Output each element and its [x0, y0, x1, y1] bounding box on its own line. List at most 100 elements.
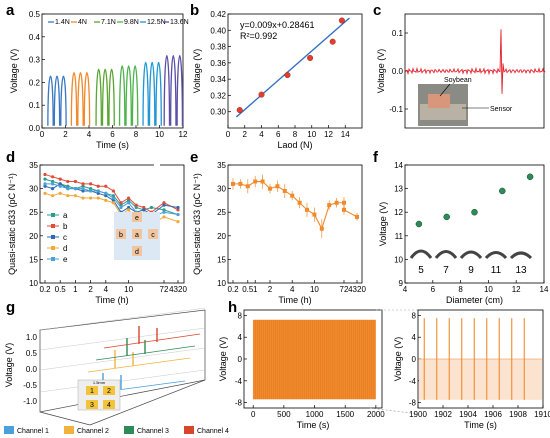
series-marker-b	[104, 184, 108, 188]
y-tick-label: 0.2	[29, 78, 41, 87]
legend-label: 9.8N	[124, 19, 139, 26]
channel-baseline	[103, 333, 201, 349]
series-marker-b	[81, 182, 85, 186]
x-tick-label: 2	[88, 285, 93, 294]
series-marker-d	[162, 215, 166, 219]
inset-scale-label: 1.5mm	[93, 380, 106, 385]
y-tick-label: 10	[394, 255, 403, 264]
y-tick-label: 15	[217, 255, 226, 264]
x-axis-label: Time (h)	[278, 295, 311, 305]
series-line	[233, 180, 358, 231]
sample-diameter-label: 13	[515, 265, 527, 276]
y-tick-label: 9	[399, 279, 404, 288]
data-point	[499, 187, 506, 195]
x-tick-label: 14	[540, 285, 549, 294]
zoom-connector	[369, 407, 419, 415]
series-marker-e	[119, 205, 123, 210]
series-marker-c	[176, 205, 180, 210]
series-marker-c	[142, 208, 146, 212]
series-marker	[282, 188, 287, 193]
series-marker-b	[162, 201, 166, 205]
x-tick-label: 4	[403, 285, 408, 294]
x-axis-label: Time (h)	[95, 295, 128, 305]
x-tick-label: 10	[310, 285, 319, 294]
grid-line	[39, 327, 206, 351]
y-axis-label: Voltage (V)	[376, 49, 386, 94]
x-tick-label: 1910	[534, 410, 550, 419]
y-tick-label: -4	[409, 377, 417, 386]
x-tick-label: 10	[307, 130, 316, 139]
data-point	[526, 173, 534, 181]
y-tick-label: 25	[217, 208, 226, 217]
panel-h: h 0 500 1000 1500 2000 -8 -4 0 4 8 Voltage (V) Time …	[218, 299, 550, 430]
panel-label: b	[190, 2, 199, 19]
y-axis-label: Quasi-static d33 (pC N⁻¹)	[192, 173, 202, 275]
series-marker-e	[104, 191, 108, 195]
series-marker-b	[43, 172, 47, 177]
y-tick-label: 14	[394, 161, 403, 170]
electrode-pad	[132, 246, 142, 256]
legend-label: 13.6N	[170, 19, 189, 26]
x-tick-label: 12	[179, 130, 188, 139]
x-tick-label: 4	[104, 285, 109, 294]
x-tick-label: 1906	[484, 410, 502, 419]
x-tick-label: 4320	[169, 285, 187, 294]
y-tick-label: 20	[29, 232, 38, 241]
x-tick-label: 10	[484, 285, 493, 294]
grid-line	[39, 347, 206, 371]
series-marker-e	[111, 196, 115, 200]
legend-label: 1.4N	[55, 19, 70, 26]
curved-sample	[409, 249, 433, 259]
y-tick-label: 13	[394, 185, 403, 194]
series-marker-c	[43, 184, 47, 188]
electrode-label: a	[135, 232, 139, 239]
photo-soybean	[428, 94, 450, 108]
legend-marker	[51, 246, 55, 250]
panel-e: e 0.2 0.5 1 2 4 10 72 4320 10 15 20 25 30 35 Quasi-stat…	[190, 149, 366, 305]
y-tick-label: 12	[394, 208, 403, 217]
series-marker-d	[111, 201, 115, 205]
y-tick-label: 4	[238, 333, 243, 342]
electrode-label: 1	[90, 388, 94, 395]
y-tick-label: 0.1	[29, 101, 41, 110]
legend-label: Channel 1	[17, 428, 49, 435]
legend-label: 4N	[78, 19, 87, 26]
y-tick-label: -8	[409, 399, 417, 408]
curved-sample	[434, 250, 458, 259]
x-tick-label: 0	[226, 130, 231, 139]
electrode-pad	[148, 229, 158, 239]
data-point	[329, 38, 336, 45]
sample-diameter-label: 7	[443, 265, 449, 276]
data-point	[236, 107, 243, 114]
series-marker-d	[58, 191, 62, 195]
electrode-label: b	[119, 232, 123, 239]
y-tick-label: 30	[29, 185, 38, 194]
x-tick-label: 10	[155, 130, 164, 139]
series-marker-d	[81, 196, 85, 200]
series-marker-b	[176, 208, 180, 212]
x-tick-label: 14	[341, 130, 350, 139]
x-tick-label: 6	[110, 130, 115, 139]
y-tick-label: -8	[235, 399, 243, 408]
data-point	[307, 54, 314, 61]
y-tick-label: 0.30	[210, 108, 226, 117]
electrode-label: d	[135, 249, 139, 256]
fit-r-squared: R²=0.992	[240, 31, 277, 41]
legend-label: Channel 3	[137, 428, 169, 435]
series-marker-a	[127, 198, 131, 202]
series-marker-c	[58, 182, 62, 186]
series-marker-e	[58, 184, 62, 188]
x-tick-label: 6	[276, 130, 281, 139]
panel-f: f 4 6 8 10 12 14 9 10 11 12 13 14 Voltage (V) Diameter…	[373, 149, 549, 305]
x-tick-label: 2000	[367, 410, 385, 419]
series-marker-c	[104, 194, 108, 198]
series-line-7.1N	[95, 68, 115, 126]
x-axis-label: Laod (N)	[277, 140, 312, 150]
y-axis-label: Voltage (V)	[4, 343, 14, 388]
x-tick-label: 8	[134, 130, 139, 139]
series-marker-c	[162, 203, 166, 207]
negative-fill	[419, 359, 542, 400]
y-tick-label: -0.1	[389, 105, 403, 114]
series-line-9.8N	[118, 65, 139, 126]
panel-label: f	[373, 149, 379, 166]
